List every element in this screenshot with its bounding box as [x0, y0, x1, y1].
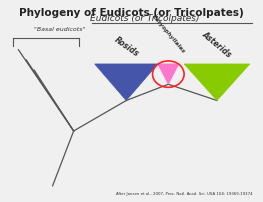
Polygon shape — [158, 65, 179, 85]
Text: Rosids: Rosids — [112, 35, 140, 59]
Text: Asterids: Asterids — [200, 29, 234, 59]
Text: Caryophyllales: Caryophyllales — [151, 14, 186, 55]
Polygon shape — [184, 65, 250, 101]
Text: "Basal eudicots": "Basal eudicots" — [34, 27, 85, 32]
Polygon shape — [95, 65, 158, 101]
Text: After Jansen et al., 2007, Proc. Natl. Acad. Sci. USA 104: 19369-19374: After Jansen et al., 2007, Proc. Natl. A… — [116, 191, 252, 195]
Text: Phylogeny of Eudicots (or Tricolpates): Phylogeny of Eudicots (or Tricolpates) — [19, 8, 244, 18]
Text: Eudicots (or Tricolpates): Eudicots (or Tricolpates) — [90, 14, 199, 23]
